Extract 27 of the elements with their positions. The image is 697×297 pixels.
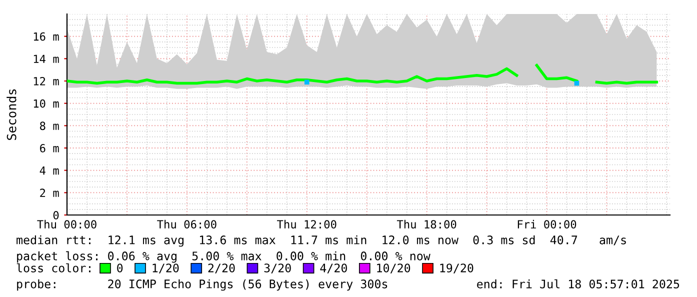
legend-label: 2/20 <box>208 264 235 274</box>
text: end: Fri Jul 18 05:57:01 2025 <box>477 279 680 288</box>
legend-title: loss color: <box>16 263 90 272</box>
y-tick-label: 14 m <box>34 54 59 63</box>
y-tick-label: 6 m <box>40 144 59 152</box>
y-tick-label: 10 m <box>34 99 59 108</box>
legend-label: 10/20 <box>377 264 410 274</box>
text: median rtt: 12.1 ms avg 13.6 ms max 11.7 ms min 12.0 ms now 0.3 ms sd 40.7 am/s <box>16 235 626 247</box>
y-tick-label: 12 m <box>34 77 59 86</box>
y-tick-label: 8 m <box>40 122 59 130</box>
x-tick-label: Fri 00:00 <box>518 220 576 229</box>
legend-label: 3/20 <box>264 264 291 274</box>
text: probe: 20 ICMP Echo Pings (56 Bytes) every 300s <box>17 279 388 291</box>
y-tick-label: 16 m <box>34 32 59 41</box>
x-tick-label: Thu 00:00 <box>37 220 96 229</box>
legend-label: 0 <box>117 264 123 272</box>
x-tick-label: Thu 06:00 <box>157 220 216 229</box>
text: packet loss: 0.06 % avg 5.00 % max 0.00 % min 0.00 % now <box>17 251 430 263</box>
y-tick-label: 2 m <box>40 188 59 197</box>
legend-label: 19/20 <box>440 264 474 274</box>
legend-label: 4/20 <box>320 264 347 274</box>
legend-label: 1/20 <box>152 264 179 274</box>
y-tick-label: 0 <box>53 211 59 220</box>
x-tick-label: Thu 12:00 <box>277 220 336 229</box>
x-tick-label: Thu 18:00 <box>396 220 456 229</box>
y-axis-title: Seconds <box>6 89 16 140</box>
y-tick-label: 4 m <box>40 166 59 175</box>
